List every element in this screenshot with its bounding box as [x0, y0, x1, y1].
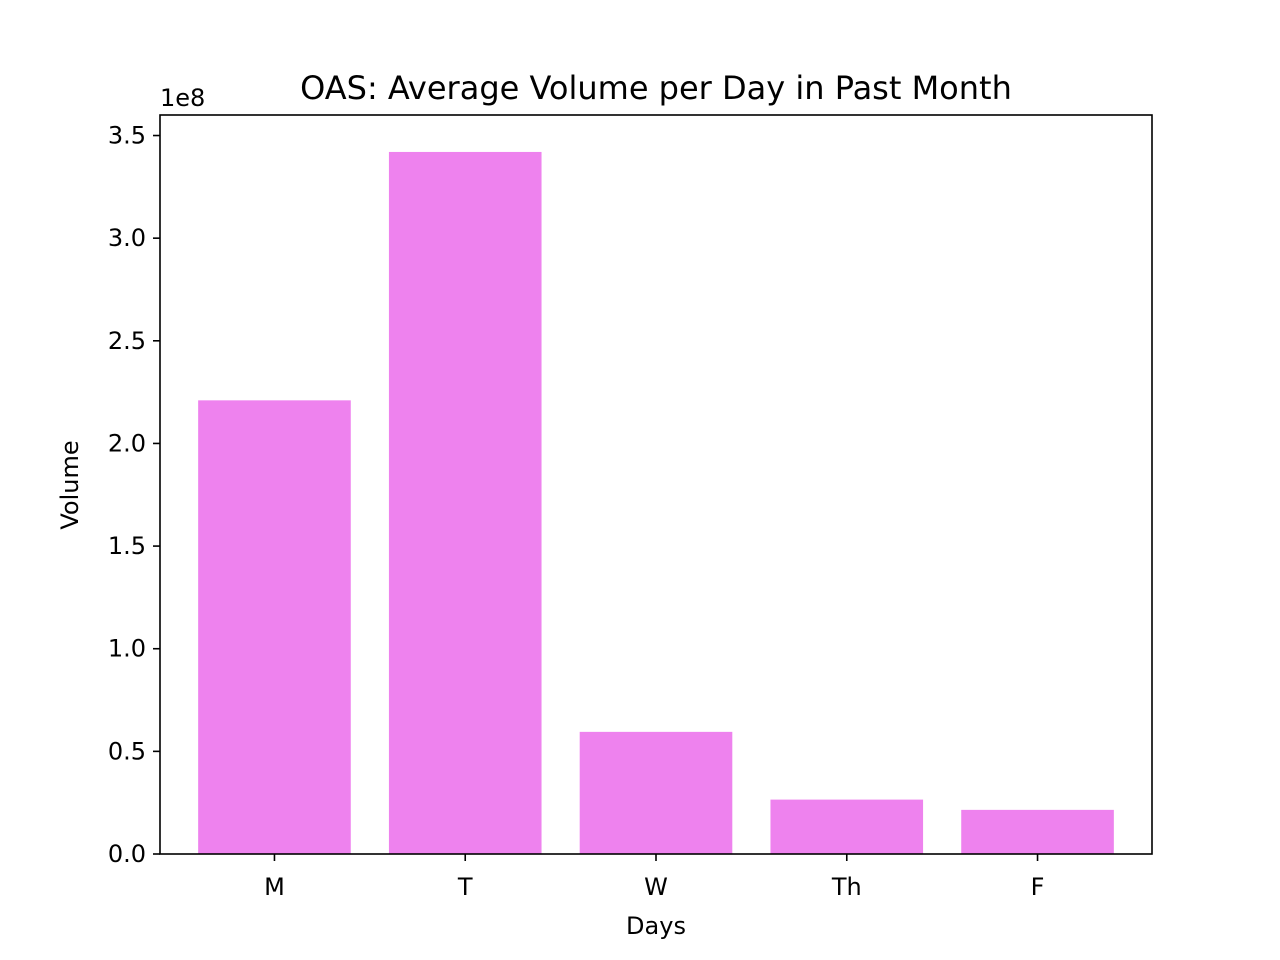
y-tick-label: 3.5 — [108, 122, 146, 150]
bar-w — [579, 731, 733, 854]
y-tick-label: 1.5 — [108, 532, 146, 560]
y-tick-label: 2.5 — [108, 327, 146, 355]
x-ticks-group: M T W Th F — [264, 854, 1044, 901]
x-tick-label: M — [264, 873, 285, 901]
x-tick-label: F — [1031, 873, 1045, 901]
y-tick-label: 0.5 — [108, 737, 146, 765]
chart-title: OAS: Average Volume per Day in Past Mont… — [300, 69, 1012, 107]
bar-th — [770, 799, 924, 854]
x-tick-label: T — [457, 873, 473, 901]
y-axis-label: Volume — [56, 440, 84, 529]
bar-m — [198, 400, 351, 854]
y-tick-label: 1.0 — [108, 635, 146, 663]
y-tick-label: 2.0 — [108, 429, 146, 457]
y-tick-label: 0.0 — [108, 840, 146, 868]
bar-t — [388, 151, 542, 854]
y-tick-label: 3.0 — [108, 224, 146, 252]
y-ticks-group: 0.0 0.5 1.0 1.5 2.0 2.5 3.0 3.5 — [108, 122, 160, 868]
bar-f — [961, 809, 1114, 854]
x-tick-label: W — [644, 873, 668, 901]
bars-group — [198, 151, 1114, 854]
plot-area-frame — [159, 114, 1153, 855]
x-axis-label: Days — [626, 912, 686, 940]
y-axis-offset-label: 1e8 — [160, 84, 205, 112]
x-tick-label: Th — [831, 873, 862, 901]
